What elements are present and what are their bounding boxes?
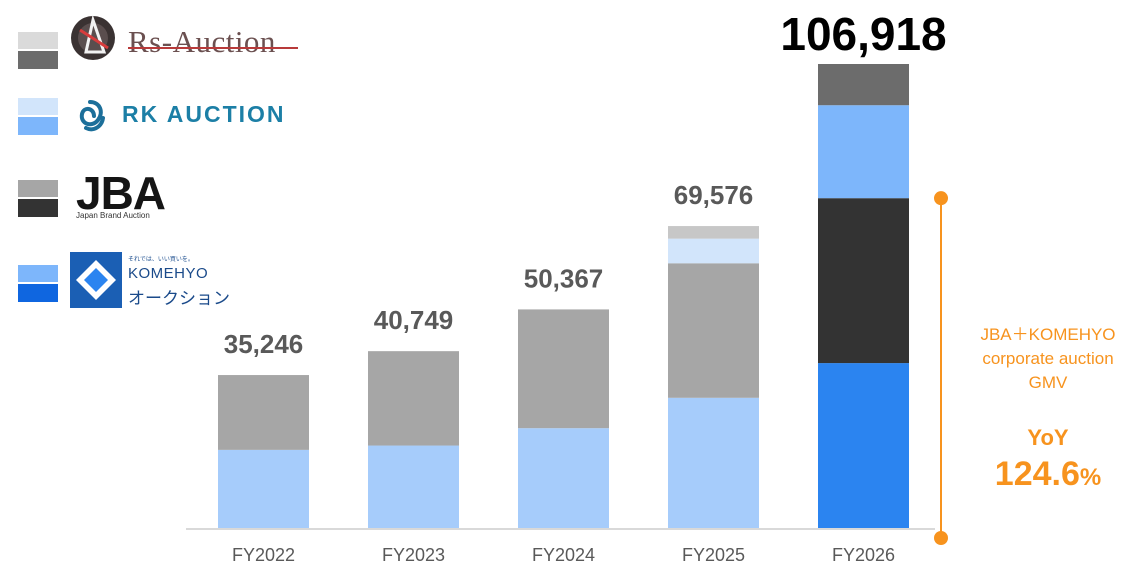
bar-segment-komehyo-fy2026 [818,363,909,528]
bar-segment-rs-fy2025 [668,226,759,239]
total-label-fy2023: 40,749 [374,305,454,335]
bar-segment-jba-fy2022 [218,375,309,450]
bar-segment-rs-fy2026 [818,64,909,106]
bar-segment-jba-fy2026 [818,198,909,364]
x-tick-label-fy2025: FY2025 [682,545,745,563]
yoy-annotation: JBA＋KOMEHYO corporate auction GMV YoY 124.6% [934,191,1116,545]
legend-swatch-rs-dark [18,51,58,69]
bar-segment-komehyo-fy2024 [518,428,609,528]
legend-swatch-komehyo-dark [18,284,58,302]
yoy-value-unit: % [1080,464,1101,491]
rs-auction-logo: Rs-Auction [66,8,312,70]
bar-segment-jba-fy2024 [518,309,609,429]
yoy-bracket-bottom-dot [934,531,948,545]
rk-auction-swirl-icon [79,100,105,132]
legend-swatch-komehyo-light [18,265,58,282]
bar-segment-komehyo-fy2022 [218,449,309,528]
total-label-fy2026: 106,918 [780,8,946,60]
bars-layer [218,64,909,528]
bar-segment-jba-fy2025 [668,263,759,398]
legend-swatch-jba-dark [18,199,58,217]
annotation-line2: corporate auction [982,349,1113,368]
yoy-value: 124.6% [995,455,1101,493]
yoy-bracket-top-dot [934,191,948,206]
legend-swatch-jba-light [18,180,58,197]
yoy-value-number: 124.6 [995,455,1080,493]
bar-segment-rk-fy2025 [668,238,759,264]
komehyo-logo-tagline: それでは、いい買いを。 [128,257,194,263]
komehyo-logo-subtext: オークション [128,289,230,308]
yoy-label: YoY [1027,425,1068,450]
legend-swatch-rs-light [18,32,58,49]
bar-segment-komehyo-fy2025 [668,397,759,528]
rk-auction-logo [72,96,302,136]
annotation-line1: JBA＋KOMEHYO [980,325,1115,344]
bar-segment-rk-fy2026 [818,105,909,199]
jba-logo-text: JBA [76,167,166,219]
komehyo-logo [70,252,122,308]
total-label-fy2025: 69,576 [674,180,754,210]
x-tick-label-fy2022: FY2022 [232,545,295,563]
x-tick-label-fy2024: FY2024 [532,545,595,563]
rs-auction-emblem-icon [71,14,115,60]
x-tick-label-fy2023: FY2023 [382,545,445,563]
annotation-line3: GMV [1029,373,1068,392]
x-tick-label-fy2026: FY2026 [832,545,895,563]
rk-auction-logo-text: RK AUCTION [122,101,286,127]
bar-segment-jba-fy2023 [368,351,459,446]
legend-swatch-rk-light [18,98,58,115]
legend-swatch-rk-dark [18,117,58,135]
rs-auction-logo-text: Rs-Auction [128,24,276,59]
komehyo-logo-text: KOMEHYO [128,265,209,282]
labels-layer: 35,246 FY2022 40,749 FY2023 50,367 FY2024 69,5… [224,8,947,563]
total-label-fy2022: 35,246 [224,329,304,359]
rs-auction-logo-line [128,47,298,49]
bar-segment-komehyo-fy2023 [368,445,459,528]
total-label-fy2024: 50,367 [524,263,604,293]
komehyo-diamond-icon [70,252,122,308]
jba-logo-subtext: Japan Brand Auction [76,211,150,220]
